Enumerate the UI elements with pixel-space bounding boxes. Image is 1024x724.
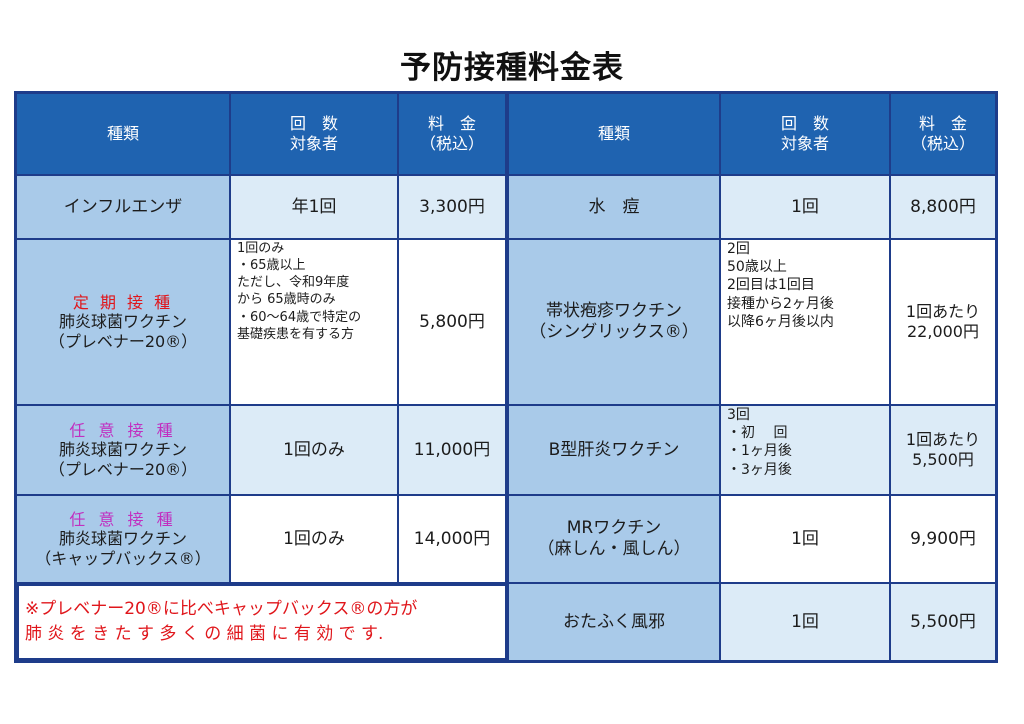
header-tax-label: （税込） — [419, 134, 484, 153]
count-text: 1回 — [791, 196, 819, 217]
count-cell: 年1回 — [231, 176, 397, 238]
header-target-label: 対象者 — [780, 134, 829, 153]
price-text: 9,900円 — [910, 528, 976, 549]
count-text: 1回 — [791, 528, 819, 549]
price-unit: 1回あたり — [905, 302, 981, 322]
price-cell: 5,500円 — [891, 584, 995, 660]
header-type-right: 種類 — [509, 94, 719, 174]
count-line: ・65歳以上 — [237, 258, 306, 274]
vaccine-name: B型肝炎ワクチン — [548, 439, 680, 460]
count-line: 3回 — [727, 407, 750, 423]
count-line: 1回のみ — [237, 241, 285, 256]
count-line: 2回目は1回目 — [727, 277, 815, 294]
header-count-left: 回 数対象者 — [231, 94, 397, 174]
price-text: 5,500円 — [910, 611, 976, 632]
price-cell: 14,000円 — [399, 496, 505, 582]
periodic-tag: 定 期 接 種 — [72, 292, 174, 312]
count-line: ・1ヶ月後 — [727, 443, 792, 460]
vaccine-brand: （麻しん・風しん） — [537, 539, 691, 559]
price-text: 5,800円 — [419, 311, 485, 332]
price-cell: 1回あたり 22,000円 — [891, 240, 995, 404]
price-text: 22,000円 — [907, 322, 979, 341]
vaccine-name-cell: B型肝炎ワクチン — [509, 406, 719, 494]
count-cell: 1回 — [721, 496, 889, 582]
vaccine-brand: （プレベナー20®） — [48, 331, 198, 351]
vaccine-name: 肺炎球菌ワクチン — [58, 440, 187, 460]
vaccine-name-cell: 定 期 接 種 肺炎球菌ワクチン （プレベナー20®） — [17, 240, 229, 404]
optional-tag: 任 意 接 種 — [69, 509, 177, 529]
vaccine-name-cell: MRワクチン （麻しん・風しん） — [509, 496, 719, 582]
vaccine-name-cell: 帯状疱疹ワクチン （シングリックス®） — [509, 240, 719, 404]
vaccine-brand: （キャップバックス®） — [35, 548, 211, 568]
count-text: 1回 — [791, 611, 819, 632]
vaccine-name: インフルエンザ — [63, 196, 183, 217]
price-text: 3,300円 — [419, 196, 485, 217]
vaccine-name-cell: 任 意 接 種 肺炎球菌ワクチン （キャップバックス®） — [17, 496, 229, 582]
price-cell: 1回あたり 5,500円 — [891, 406, 995, 494]
count-text: 年1回 — [291, 196, 337, 217]
header-type-label: 種類 — [597, 124, 630, 144]
note-line: 肺 炎 を き た す 多 く の 細 菌 に 有 効 で す. — [25, 624, 384, 644]
count-line: ・初 回 — [727, 425, 788, 442]
count-text: 1回のみ — [283, 528, 345, 549]
vaccine-name: 水 痘 — [588, 196, 640, 217]
count-line: ・3ヶ月後 — [727, 461, 792, 478]
center-divider — [505, 94, 509, 660]
count-cell: 3回 ・初 回 ・1ヶ月後 ・3ヶ月後 — [721, 406, 889, 494]
vaccine-name: 肺炎球菌ワクチン — [58, 312, 187, 332]
count-line: 接種から2ヶ月後 — [727, 295, 834, 312]
count-cell: 1回 — [721, 176, 889, 238]
count-cell: 2回 50歳以上 2回目は1回目 接種から2ヶ月後 以降6ヶ月後以内 — [721, 240, 889, 404]
vaccine-name: MRワクチン — [566, 518, 662, 539]
header-price-left: 料 金（税込） — [399, 94, 505, 174]
vaccine-name: おたふく風邪 — [563, 611, 665, 632]
header-price-label: 料 金 — [427, 114, 476, 134]
count-line: ただし、令和9年度 — [237, 275, 350, 291]
count-text: 1回のみ — [283, 439, 345, 460]
header-count-label: 回 数 — [780, 114, 829, 134]
header-type-label: 種類 — [106, 124, 139, 144]
header-count-label: 回 数 — [289, 114, 338, 134]
vaccine-brand: （シングリックス®） — [529, 322, 699, 342]
note-line: ※プレベナー20®に比べキャップバックス®の方が — [25, 599, 418, 620]
count-line: 2回 — [727, 241, 750, 257]
price-text: 11,000円 — [413, 439, 491, 460]
count-line: から 65歳時のみ — [237, 292, 336, 308]
count-line: 50歳以上 — [727, 259, 787, 276]
count-line: ・60～64歳で特定の — [237, 309, 362, 325]
note-box: ※プレベナー20®に比べキャップバックス®の方が 肺 炎 を き た す 多 く… — [17, 584, 507, 660]
header-price-right: 料 金（税込） — [891, 94, 995, 174]
price-text: 8,800円 — [910, 196, 976, 217]
price-cell: 3,300円 — [399, 176, 505, 238]
price-unit: 1回あたり — [905, 430, 981, 450]
vaccine-name: 肺炎球菌ワクチン — [58, 529, 187, 549]
vaccine-name-cell: インフルエンザ — [17, 176, 229, 238]
price-text: 14,000円 — [413, 528, 491, 549]
vaccine-name: 帯状疱疹ワクチン — [546, 301, 682, 322]
vaccine-name-cell: 水 痘 — [509, 176, 719, 238]
header-count-right: 回 数対象者 — [721, 94, 889, 174]
price-cell: 8,800円 — [891, 176, 995, 238]
price-text: 5,500円 — [912, 450, 974, 469]
price-cell: 11,000円 — [399, 406, 505, 494]
vaccine-brand: （プレベナー20®） — [48, 459, 198, 479]
price-cell: 9,900円 — [891, 496, 995, 582]
optional-tag: 任 意 接 種 — [69, 420, 177, 440]
count-cell: 1回のみ — [231, 406, 397, 494]
vaccine-name-cell: おたふく風邪 — [509, 584, 719, 660]
page-title: 予防接種料金表 — [400, 50, 624, 86]
count-cell: 1回 — [721, 584, 889, 660]
header-target-label: 対象者 — [289, 134, 338, 153]
header-tax-label: （税込） — [910, 134, 975, 153]
header-price-label: 料 金 — [918, 114, 967, 134]
count-cell: 1回のみ — [231, 496, 397, 582]
count-cell: 1回のみ ・65歳以上 ただし、令和9年度 から 65歳時のみ ・60～64歳で… — [231, 240, 397, 404]
vaccine-name-cell: 任 意 接 種 肺炎球菌ワクチン （プレベナー20®） — [17, 406, 229, 494]
price-table: 種類 回 数対象者 料 金（税込） 種類 回 数対象者 料 金（税込） インフル… — [14, 91, 998, 663]
header-type-left: 種類 — [17, 94, 229, 174]
price-cell: 5,800円 — [399, 240, 505, 404]
count-line: 以降6ヶ月後以内 — [727, 313, 834, 330]
count-line: 基礎疾患を有する方 — [237, 326, 355, 342]
